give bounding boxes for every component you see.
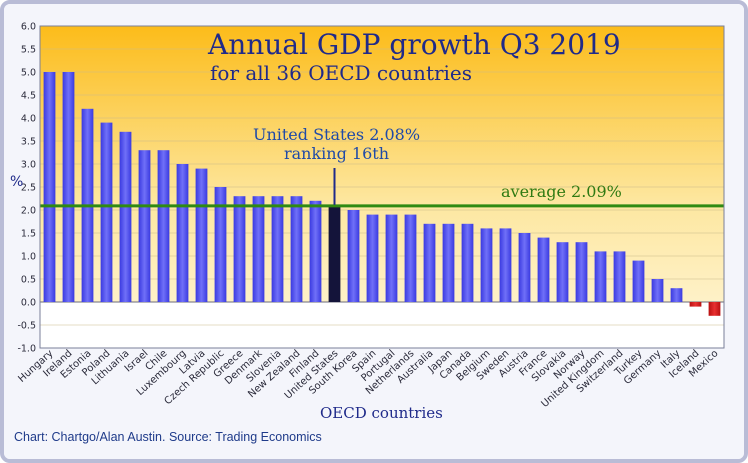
bar: [252, 196, 265, 302]
bar: [670, 288, 683, 302]
bar: [537, 237, 550, 302]
us-annotation-line1: United States 2.08%: [253, 125, 420, 144]
chart: 6.0 5.5 5.0 4.5 4.0 3.5 3.0 2.5 2.0 1.5 1.0 0.5 0.0 -…: [4, 4, 744, 459]
y-axis-ticks: 6.0 5.5 5.0 4.5 4.0 3.5 3.0 2.5 2.0 1.5 1.0 0.5 0.0 -…: [17, 22, 36, 355]
bar: [594, 251, 607, 302]
y-tick-label: 4.5: [21, 91, 36, 102]
bar: [43, 72, 56, 302]
bar: [556, 242, 569, 302]
bar: [708, 302, 721, 316]
bar: [385, 214, 398, 302]
plot-border: [39, 25, 725, 349]
bar: [176, 164, 189, 302]
bar: [328, 206, 341, 302]
y-tick-label: 2.5: [21, 183, 36, 194]
y-tick-label: -1.0: [17, 344, 36, 355]
bar: [632, 260, 645, 302]
bar: [290, 196, 303, 302]
bar: [689, 302, 702, 307]
chart-title: Annual GDP growth Q3 2019: [207, 28, 621, 61]
bar: [613, 251, 626, 302]
bar: [119, 131, 132, 302]
bar: [347, 210, 360, 302]
y-tick-label: 1.0: [21, 252, 36, 263]
bar: [499, 228, 512, 302]
bar: [442, 223, 455, 302]
bar: [575, 242, 588, 302]
y-tick-label: 5.5: [21, 45, 36, 56]
bar: [195, 168, 208, 302]
chart-subtitle: for all 36 OECD countries: [210, 61, 472, 85]
bar: [651, 279, 664, 302]
bar: [366, 214, 379, 302]
average-annotation: average 2.09%: [501, 182, 622, 201]
source-note: Chart: Chartgo/Alan Austin. Source: Trad…: [14, 430, 322, 444]
bar: [233, 196, 246, 302]
us-annotation-line2: ranking 16th: [284, 144, 389, 163]
bar: [62, 72, 75, 302]
bar: [100, 122, 113, 302]
bar: [309, 200, 322, 302]
annotations: United States 2.08% ranking 16th average…: [39, 25, 725, 349]
y-tick-label: 4.0: [21, 114, 36, 125]
bar: [480, 228, 493, 302]
y-tick-label: 3.5: [21, 137, 36, 148]
bar: [138, 150, 151, 302]
y-axis-label: %: [10, 174, 23, 190]
x-axis-label: OECD countries: [320, 404, 443, 422]
bar: [157, 150, 170, 302]
y-tick-label: 2.0: [21, 206, 36, 217]
bar: [404, 214, 417, 302]
bar: [461, 223, 474, 302]
y-tick-label: -0.5: [17, 321, 36, 332]
y-tick-label: 6.0: [21, 22, 36, 33]
y-tick-label: 0.0: [21, 298, 36, 309]
bar: [423, 223, 436, 302]
bar: [518, 233, 531, 302]
bar: [271, 196, 284, 302]
y-tick-label: 1.5: [21, 229, 36, 240]
y-tick-label: 0.5: [21, 275, 36, 286]
y-tick-label: 3.0: [21, 160, 36, 171]
bar: [214, 187, 227, 302]
bars: [43, 72, 721, 316]
y-tick-label: 5.0: [21, 68, 36, 79]
